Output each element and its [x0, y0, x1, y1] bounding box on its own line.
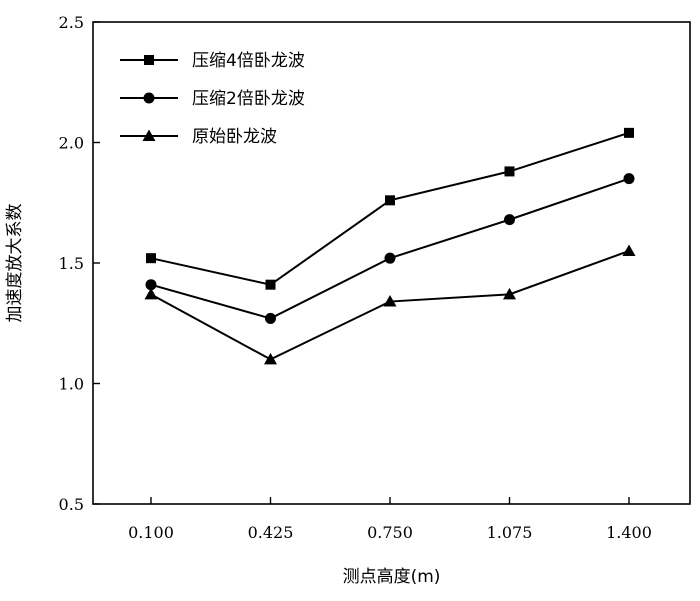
y-tick-label: 0.5: [59, 495, 84, 514]
legend-item: 压缩2倍卧龙波: [120, 89, 305, 109]
x-axis-title: 测点高度(m): [343, 567, 441, 587]
data-point: [383, 295, 397, 307]
y-axis-title: 加速度放大系数: [5, 204, 25, 323]
x-tick-label: 0.425: [248, 523, 294, 542]
x-tick-label: 0.100: [128, 523, 174, 542]
legend-marker: [144, 55, 154, 65]
y-tick-label: 1.5: [59, 254, 84, 273]
data-point: [503, 287, 516, 300]
x-axis: 0.100 0.425 0.750 1.075 1.400: [128, 497, 652, 542]
series-square: [146, 127, 634, 290]
data-point: [144, 287, 158, 300]
y-tick-label: 2.0: [59, 134, 84, 153]
data-point: [265, 312, 276, 324]
legend-label: 压缩4倍卧龙波: [192, 51, 305, 71]
x-tick-label: 1.075: [487, 523, 533, 542]
x-tick-label: 1.400: [606, 523, 652, 542]
data-point: [146, 253, 156, 264]
series-triangle: [144, 244, 636, 365]
x-tick-label: 0.750: [367, 523, 413, 542]
series-layer: [144, 127, 636, 365]
legend-item: 原始卧龙波: [120, 127, 277, 147]
y-tick-label: 1.0: [59, 375, 84, 394]
y-axis: 0.5 1.0 1.5 2.0 2.5: [59, 13, 100, 514]
data-point: [145, 279, 157, 291]
legend-label: 压缩2倍卧龙波: [192, 89, 305, 109]
data-point: [622, 244, 636, 256]
data-point: [384, 252, 396, 264]
data-point: [623, 173, 635, 185]
y-tick-label: 2.5: [59, 13, 84, 32]
legend-marker: [142, 129, 156, 141]
legend-marker: [143, 92, 155, 104]
data-point: [624, 127, 634, 138]
data-point: [385, 195, 395, 206]
series-circle: [145, 173, 635, 324]
data-point: [264, 352, 277, 365]
legend-label: 原始卧龙波: [192, 127, 277, 147]
data-point: [504, 166, 515, 177]
legend-item: 压缩4倍卧龙波: [120, 51, 305, 71]
data-point: [265, 279, 276, 290]
data-point: [504, 214, 515, 226]
